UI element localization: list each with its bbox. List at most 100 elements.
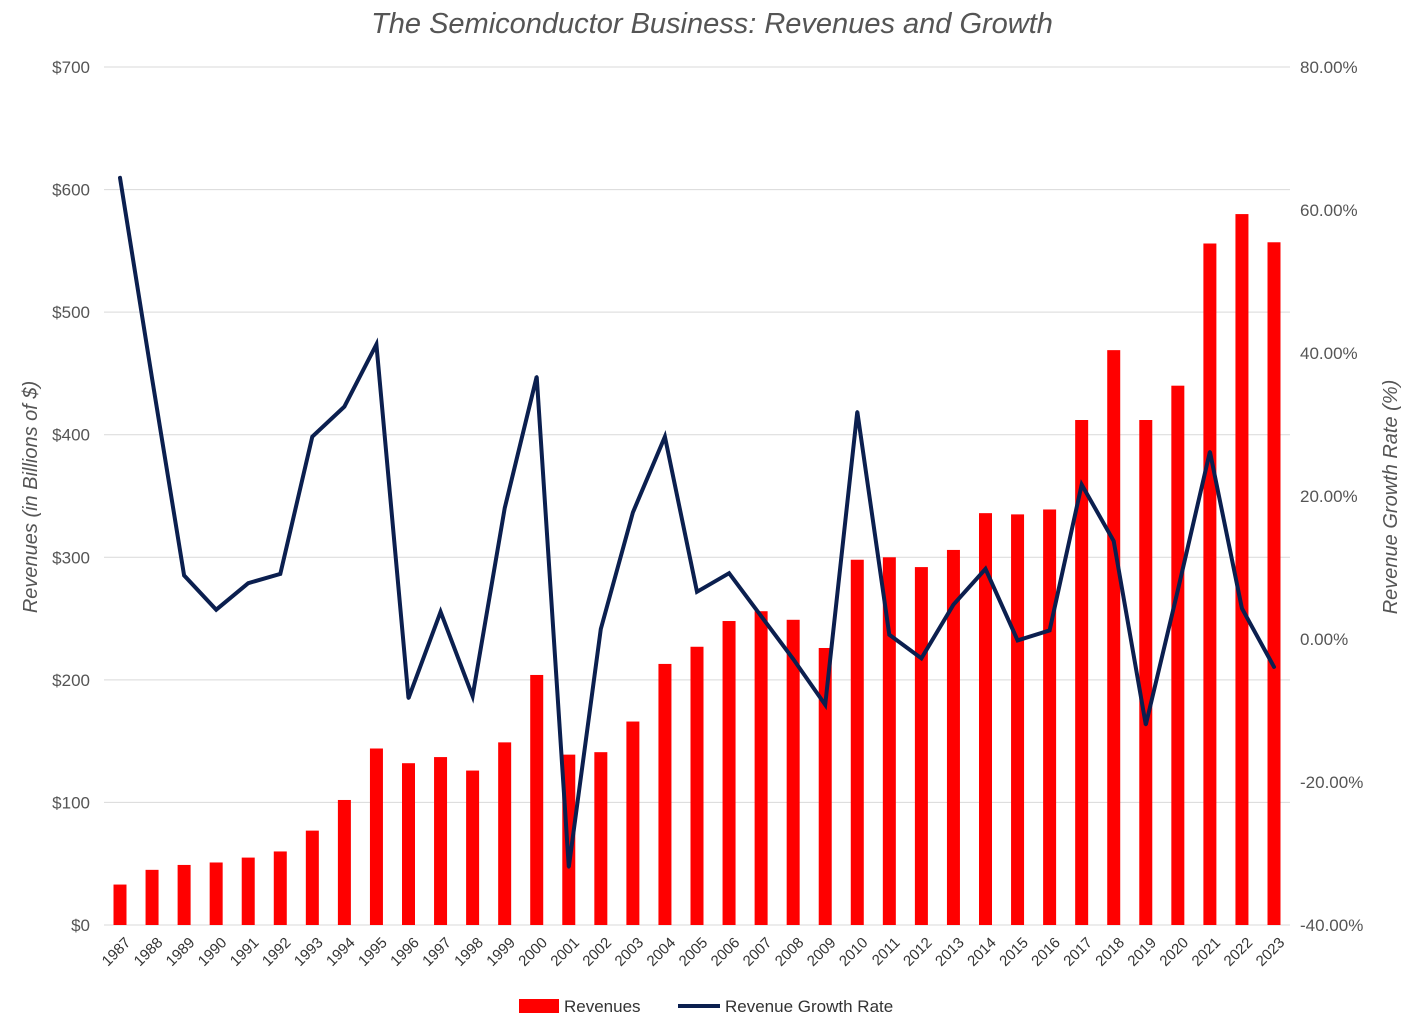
growth-point-2003 bbox=[631, 510, 635, 514]
x-tick-label: 1991 bbox=[227, 934, 263, 970]
right-axis-ticks: -40.00% -20.00% 0.00% 20.00% 40.00% 60.00% 80.… bbox=[1300, 58, 1363, 935]
x-tick-label: 2002 bbox=[579, 934, 615, 970]
growth-point-1990 bbox=[214, 608, 218, 612]
x-tick-label: 2017 bbox=[1060, 934, 1096, 970]
bar-1990 bbox=[209, 862, 223, 925]
growth-point-2018 bbox=[1112, 539, 1116, 543]
bar-1998 bbox=[466, 770, 480, 925]
x-tick-label: 2009 bbox=[804, 934, 840, 970]
growth-point-2009 bbox=[823, 703, 827, 707]
x-tick-label: 2019 bbox=[1124, 934, 1160, 970]
x-tick-label: 2005 bbox=[676, 934, 712, 970]
bar-2017 bbox=[1075, 420, 1089, 925]
y2-tick-label: 60.00% bbox=[1300, 201, 1358, 220]
growth-point-1997 bbox=[439, 610, 443, 614]
growth-point-1999 bbox=[503, 506, 507, 510]
growth-point-1993 bbox=[310, 435, 314, 439]
bar-2009 bbox=[818, 647, 832, 925]
legend-label-revenues: Revenues bbox=[564, 997, 641, 1016]
bar-2021 bbox=[1203, 243, 1217, 925]
x-tick-label: 2001 bbox=[547, 934, 583, 970]
x-tick-label: 1990 bbox=[195, 934, 231, 970]
y-tick-label: $0 bbox=[71, 916, 90, 935]
growth-point-1989 bbox=[182, 573, 186, 577]
growth-point-2021 bbox=[1208, 450, 1212, 454]
growth-point-2012 bbox=[919, 656, 923, 660]
bar-1991 bbox=[241, 857, 255, 925]
bar-1987 bbox=[113, 884, 127, 925]
growth-point-2019 bbox=[1144, 723, 1148, 727]
growth-point-2014 bbox=[984, 567, 987, 571]
y2-tick-label: 0.00% bbox=[1300, 630, 1348, 649]
legend-label-growth: Revenue Growth Rate bbox=[725, 997, 893, 1016]
y2-tick-label: -40.00% bbox=[1300, 916, 1363, 935]
growth-point-1991 bbox=[246, 581, 250, 585]
bar-2013 bbox=[946, 549, 960, 925]
growth-point-1995 bbox=[374, 342, 378, 346]
bar-2015 bbox=[1011, 514, 1025, 925]
y-axis-title: Revenues (in Billions of $) bbox=[20, 381, 42, 613]
y2-tick-label: 40.00% bbox=[1300, 344, 1358, 363]
bar-2012 bbox=[914, 567, 928, 925]
bar-2023 bbox=[1267, 242, 1281, 925]
growth-point-2020 bbox=[1176, 588, 1180, 592]
y-tick-label: $100 bbox=[52, 793, 90, 812]
left-axis-ticks: $0 $100 $200 $300 $400 $500 $600 $700 bbox=[52, 58, 90, 935]
legend: Revenues Revenue Growth Rate bbox=[519, 997, 893, 1016]
x-tick-label: 1997 bbox=[419, 934, 455, 970]
growth-point-1998 bbox=[471, 694, 475, 698]
growth-point-2013 bbox=[951, 603, 955, 607]
growth-point-1988 bbox=[150, 377, 154, 381]
x-tick-label: 2020 bbox=[1156, 934, 1192, 970]
growth-point-2023 bbox=[1272, 665, 1276, 669]
bar-1999 bbox=[498, 742, 512, 925]
bar-2007 bbox=[754, 611, 768, 925]
bar-2002 bbox=[594, 752, 608, 925]
x-tick-label: 2004 bbox=[644, 934, 680, 970]
growth-point-1996 bbox=[407, 696, 410, 700]
x-tick-label: 2010 bbox=[836, 934, 872, 970]
bar-1994 bbox=[337, 799, 351, 925]
x-tick-label: 2007 bbox=[740, 934, 776, 970]
x-tick-label: 2011 bbox=[869, 934, 904, 969]
x-tick-label: 1998 bbox=[451, 934, 487, 970]
growth-point-2000 bbox=[535, 375, 539, 379]
y-tick-label: $700 bbox=[52, 58, 90, 77]
growth-point-2015 bbox=[1016, 638, 1020, 642]
y-tick-label: $200 bbox=[52, 671, 90, 690]
x-tick-label: 1988 bbox=[131, 934, 167, 970]
growth-point-2004 bbox=[663, 435, 667, 439]
bar-1992 bbox=[273, 851, 287, 925]
x-axis-ticks: 1987198819891990199119921993199419951996… bbox=[99, 934, 1289, 970]
bar-2000 bbox=[530, 674, 544, 925]
growth-point-1992 bbox=[278, 572, 282, 576]
bar-2003 bbox=[626, 721, 640, 925]
chart-title: The Semiconductor Business: Revenues and… bbox=[371, 8, 1053, 40]
x-tick-label: 2006 bbox=[708, 934, 744, 970]
growth-point-2007 bbox=[759, 614, 763, 618]
y2-tick-label: 20.00% bbox=[1300, 487, 1358, 506]
x-tick-label: 1994 bbox=[323, 934, 359, 970]
y-tick-label: $500 bbox=[52, 303, 90, 322]
x-tick-label: 2008 bbox=[772, 934, 808, 970]
bar-2022 bbox=[1235, 214, 1249, 926]
x-tick-label: 2016 bbox=[1028, 934, 1064, 970]
bar-2006 bbox=[722, 621, 736, 925]
x-tick-label: 2022 bbox=[1221, 934, 1257, 970]
growth-line bbox=[118, 175, 1276, 869]
growth-point-2016 bbox=[1048, 628, 1052, 632]
x-tick-label: 2023 bbox=[1253, 934, 1289, 970]
bar-1996 bbox=[402, 763, 415, 925]
bar-2014 bbox=[979, 513, 992, 925]
x-tick-label: 1989 bbox=[163, 934, 199, 970]
growth-point-2008 bbox=[791, 657, 795, 661]
bar-2010 bbox=[850, 559, 864, 925]
growth-point-2005 bbox=[695, 590, 699, 594]
y2-tick-label: -20.00% bbox=[1300, 773, 1363, 792]
revenue-bars bbox=[113, 214, 1281, 926]
growth-point-2001 bbox=[567, 865, 571, 869]
x-tick-label: 1992 bbox=[259, 934, 295, 970]
growth-point-2017 bbox=[1080, 483, 1084, 487]
legend-swatch-revenues bbox=[519, 999, 559, 1013]
